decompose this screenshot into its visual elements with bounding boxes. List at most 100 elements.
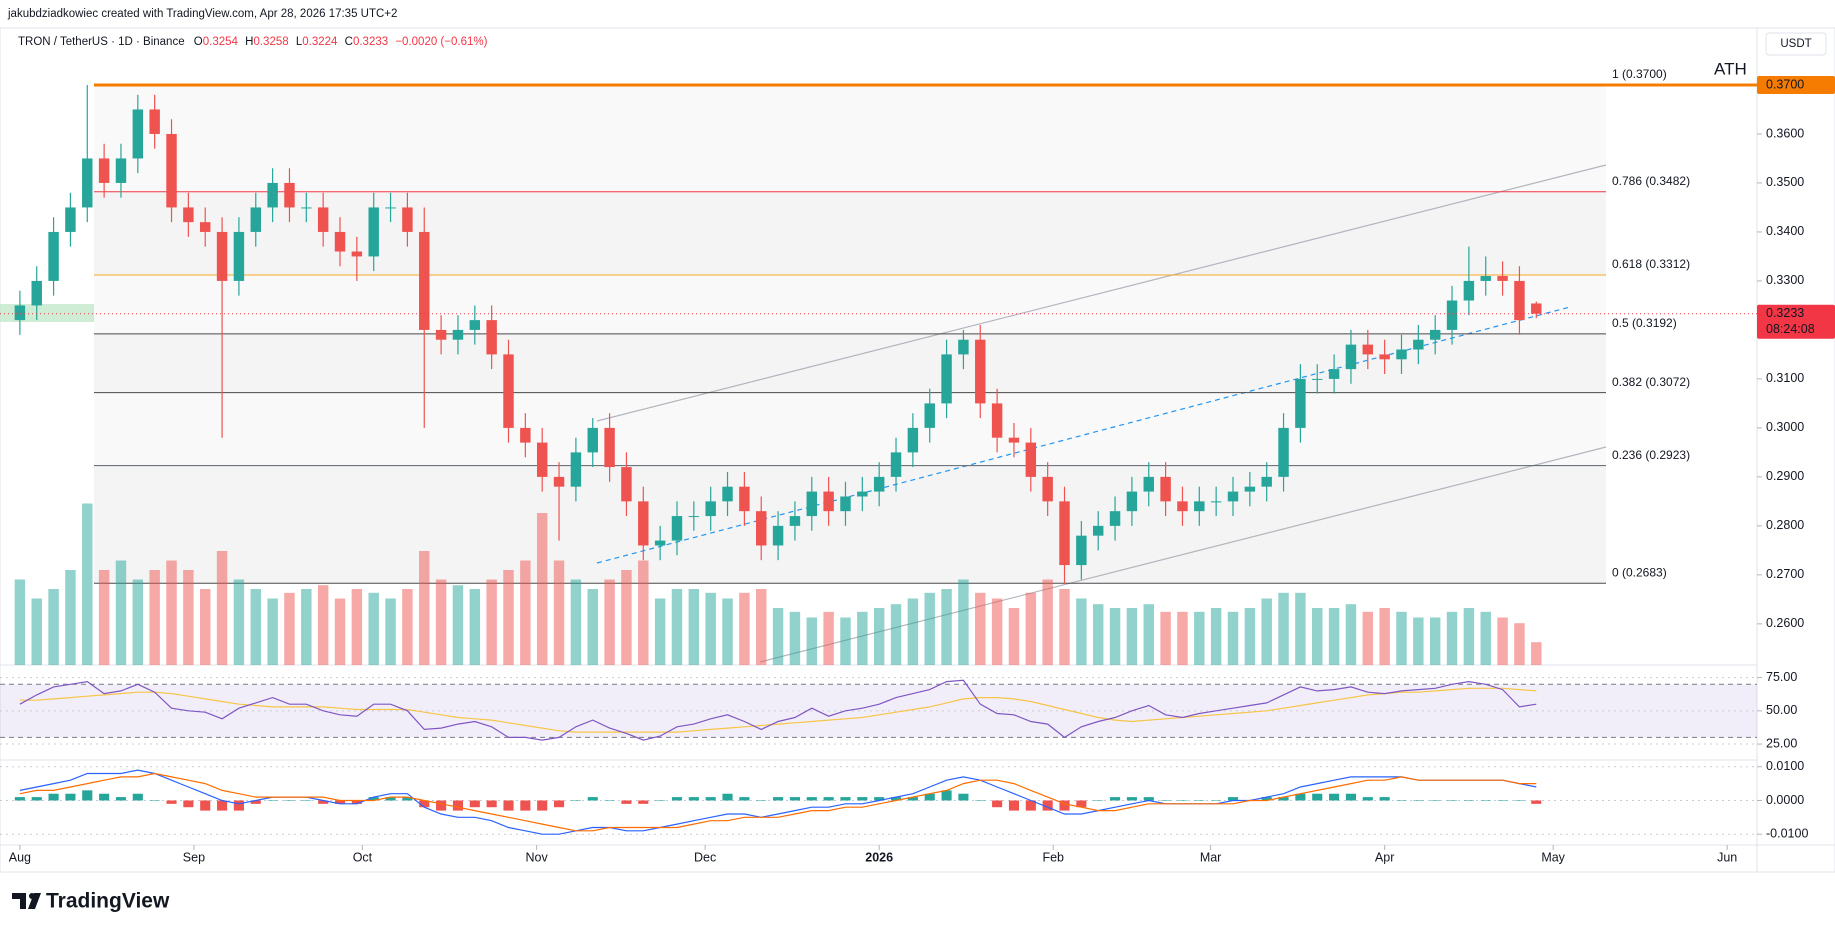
fib-zone	[94, 392, 1606, 466]
y-tick-label: 0.3500	[1766, 175, 1804, 189]
x-tick-label: Mar	[1200, 850, 1222, 864]
currency-button[interactable]	[1765, 32, 1827, 56]
candle-body	[1531, 303, 1542, 314]
histogram-bar	[1261, 797, 1272, 801]
candle-body	[772, 525, 784, 546]
histogram-bar	[671, 797, 683, 801]
candle-body	[65, 207, 76, 232]
histogram-bar	[941, 790, 952, 801]
candle-body	[368, 207, 379, 257]
volume-bar	[789, 611, 801, 665]
volume-bar	[250, 589, 261, 665]
volume-bar	[14, 579, 26, 665]
plot: 1 (0.3700) 0.786 (0.3482) 0.618 (0.3312) 0.…	[0, 59, 1835, 864]
volume-bar	[1514, 623, 1525, 665]
histogram-bar	[1093, 800, 1104, 801]
candle-body	[806, 491, 818, 517]
histogram-bar	[301, 800, 312, 801]
y-tick-label: -0.0100	[1766, 827, 1808, 841]
histogram-bar	[486, 800, 497, 808]
histogram-bar	[200, 800, 211, 811]
currency[interactable]: USDT	[1780, 38, 1811, 50]
histogram-bar	[166, 800, 177, 804]
volume-bar	[1429, 617, 1441, 665]
histogram-bar	[99, 793, 110, 801]
volume-bar	[975, 592, 986, 665]
x-tick-label: Jun	[1717, 850, 1737, 864]
candle-body	[1295, 378, 1306, 428]
x-tick-label: Dec	[694, 850, 716, 864]
candle-body	[250, 207, 261, 232]
candle-body	[98, 158, 110, 183]
candle-body	[1025, 442, 1037, 477]
volume-bar	[132, 579, 144, 665]
histogram-bar	[537, 800, 548, 811]
logo-text: TradingView	[46, 890, 170, 913]
histogram-bar	[705, 797, 716, 801]
histogram-bar	[351, 800, 362, 804]
histogram-bar	[1329, 793, 1340, 801]
histogram-bar	[1211, 800, 1222, 801]
candle-body	[1413, 339, 1424, 350]
volume-bar	[419, 551, 430, 665]
volume-bar	[570, 579, 582, 665]
volume-bar	[1396, 611, 1407, 665]
volume-bar	[351, 589, 363, 665]
candle-body	[823, 491, 834, 512]
histogram-bar	[1227, 797, 1239, 801]
legend-key: O	[194, 36, 203, 48]
volume-bar	[890, 604, 902, 665]
histogram-bar	[65, 793, 76, 801]
candle-body	[958, 339, 969, 355]
histogram-bar	[907, 797, 918, 801]
volume-bar	[756, 589, 767, 665]
volume-bar	[1244, 608, 1256, 665]
candle-body	[317, 207, 329, 232]
x-tick-label: Aug	[9, 850, 31, 864]
x-tick-label: Oct	[353, 850, 373, 864]
volume-bar	[98, 570, 110, 665]
annotation: ATH	[1714, 59, 1747, 78]
volume-bar	[1446, 611, 1458, 665]
candle-body	[301, 207, 312, 209]
histogram-bar	[1480, 800, 1491, 801]
volume-bar	[1126, 608, 1138, 665]
candle-body	[705, 501, 716, 517]
volume-bar	[604, 579, 615, 665]
y-tick-label: 0.3300	[1766, 273, 1804, 287]
histogram-bar	[621, 800, 632, 804]
volume-bar	[739, 592, 750, 665]
legend-value: 0.3254	[203, 36, 239, 48]
volume-bar	[536, 513, 548, 665]
volume-bar	[486, 579, 497, 665]
candle-body	[82, 158, 93, 208]
histogram-bar	[1396, 800, 1407, 801]
histogram-bar	[857, 797, 868, 801]
histogram-bar	[638, 800, 649, 804]
volume-bar	[1194, 611, 1205, 665]
candle-body	[1345, 344, 1357, 370]
volume-bar	[688, 589, 700, 665]
histogram-bar	[823, 797, 834, 801]
volume-bar	[1345, 604, 1357, 665]
histogram-bar	[1379, 797, 1390, 801]
histogram-bar	[1194, 800, 1205, 801]
candle-body	[1312, 378, 1323, 380]
candle-body	[1109, 511, 1121, 526]
x-tick-label: May	[1541, 850, 1565, 864]
volume-bar	[1143, 604, 1154, 665]
candle-body	[14, 305, 26, 321]
histogram-bar	[975, 800, 986, 801]
candle-body	[1497, 276, 1508, 281]
candle-body	[132, 109, 144, 159]
x-tick-label: 2026	[865, 850, 893, 864]
histogram-bar	[183, 800, 194, 808]
volume-bar	[452, 585, 464, 665]
fib-label: 0.236 (0.2923)	[1612, 448, 1690, 462]
histogram-bar	[1059, 800, 1070, 811]
volume-bar	[368, 592, 379, 665]
volume-bar	[671, 589, 683, 665]
candle-body	[149, 109, 160, 134]
histogram-bar	[1362, 797, 1373, 801]
volume-bar	[166, 560, 177, 665]
